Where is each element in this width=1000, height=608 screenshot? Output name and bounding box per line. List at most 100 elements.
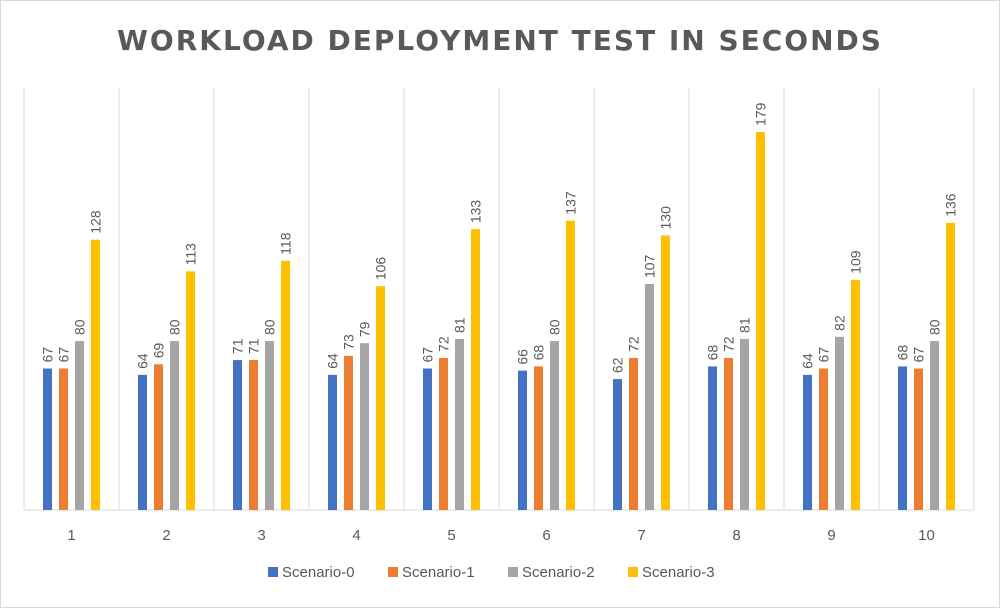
bar-scenario-2-5: [455, 338, 464, 510]
legend-label-scenario-2: Scenario-2: [522, 564, 595, 581]
data-label: 64: [325, 353, 341, 369]
bar-scenario-1-9: [819, 368, 828, 510]
bar-scenario-1-5: [439, 357, 448, 510]
bar-scenario-0-10: [898, 366, 907, 510]
data-label: 66: [515, 349, 531, 365]
bar-scenario-0-6: [518, 370, 527, 510]
x-tick-label: 10: [918, 527, 935, 544]
bar-scenario-1-7: [629, 357, 638, 510]
bar-scenario-2-4: [360, 343, 369, 510]
data-label: 72: [721, 336, 737, 352]
bar-scenario-1-3: [249, 360, 258, 510]
data-label: 72: [626, 336, 642, 352]
x-tick-label: 3: [257, 527, 265, 544]
data-label: 107: [642, 254, 658, 278]
legend-label-scenario-0: Scenario-0: [282, 564, 355, 581]
bar-scenario-3-5: [471, 229, 480, 511]
legend-label-scenario-3: Scenario-3: [642, 564, 715, 581]
bar-scenario-0-5: [423, 368, 432, 510]
legend-swatch-scenario-1: [388, 567, 398, 577]
data-label: 106: [373, 257, 389, 281]
bar-scenario-3-2: [186, 271, 195, 510]
bar-scenario-0-3: [233, 360, 242, 510]
data-label: 71: [246, 338, 262, 354]
bar-scenario-0-9: [803, 374, 812, 510]
x-tick-label: 7: [637, 527, 645, 544]
bar-scenario-0-7: [613, 379, 622, 510]
bar-scenario-2-6: [550, 341, 559, 510]
bar-scenario-1-8: [724, 357, 733, 510]
bar-scenario-3-9: [851, 279, 860, 510]
data-label: 130: [658, 206, 674, 230]
data-label: 79: [357, 321, 373, 337]
data-label: 128: [88, 210, 104, 234]
bar-scenario-3-4: [376, 286, 385, 510]
legend-swatch-scenario-2: [508, 567, 518, 577]
data-label: 80: [72, 319, 88, 335]
bar-scenario-2-8: [740, 338, 749, 510]
bar-scenario-0-4: [328, 374, 337, 510]
data-label: 67: [911, 347, 927, 363]
x-tick-label: 1: [67, 527, 75, 544]
data-label: 71: [230, 338, 246, 354]
data-label: 64: [800, 353, 816, 369]
data-label: 118: [278, 232, 294, 255]
data-label: 133: [468, 200, 484, 224]
bar-scenario-2-3: [265, 341, 274, 510]
data-label: 80: [262, 319, 278, 335]
x-tick-label: 9: [827, 527, 835, 544]
data-label: 68: [531, 345, 547, 361]
bar-scenario-1-6: [534, 366, 543, 510]
data-label: 73: [341, 334, 357, 350]
bar-scenario-3-1: [91, 239, 100, 511]
data-label: 67: [420, 347, 436, 363]
bar-scenario-3-10: [946, 222, 955, 510]
bar-scenario-0-2: [138, 374, 147, 510]
bar-scenario-1-1: [59, 368, 68, 510]
bar-scenario-2-1: [75, 341, 84, 510]
x-tick-label: 4: [352, 527, 360, 544]
data-label: 81: [452, 317, 468, 333]
bar-scenario-2-2: [170, 341, 179, 510]
legend-label-scenario-1: Scenario-1: [402, 564, 475, 581]
data-label: 136: [943, 193, 959, 217]
data-label: 62: [610, 357, 626, 373]
data-label: 69: [151, 343, 167, 359]
data-label: 81: [737, 317, 753, 333]
bar-scenario-2-7: [645, 284, 654, 510]
data-label: 67: [816, 347, 832, 363]
legend-swatch-scenario-3: [628, 567, 638, 577]
bar-scenario-1-4: [344, 355, 353, 510]
bar-scenario-2-10: [930, 341, 939, 510]
data-label: 72: [436, 336, 452, 352]
bar-scenario-3-3: [281, 260, 290, 510]
x-tick-label: 8: [732, 527, 740, 544]
data-label: 113: [183, 243, 199, 266]
data-label: 67: [56, 347, 72, 363]
x-tick-labels: 1 2 3 4 5 6 7 8 9 10: [67, 527, 935, 544]
data-label: 109: [848, 250, 864, 274]
legend-swatch-scenario-0: [268, 567, 278, 577]
chart-title: WORKLOAD DEPLOYMENT TEST IN SECONDS: [117, 24, 883, 57]
data-label: 64: [135, 353, 151, 369]
bar-scenario-3-8: [756, 132, 765, 510]
data-label: 68: [895, 345, 911, 361]
bar-scenario-1-2: [154, 364, 163, 510]
x-tick-label: 5: [447, 527, 455, 544]
data-label: 68: [705, 345, 721, 361]
data-label: 80: [167, 319, 183, 335]
gridlines: [23, 88, 975, 511]
data-label: 67: [40, 347, 56, 363]
bar-scenario-2-9: [835, 336, 844, 510]
data-label: 80: [927, 319, 943, 335]
bar-scenario-1-10: [914, 368, 923, 510]
x-tick-label: 6: [542, 527, 550, 544]
bar-scenario-3-7: [661, 235, 670, 510]
bars: [43, 132, 955, 511]
bar-scenario-0-1: [43, 368, 52, 510]
legend: Scenario-0 Scenario-1 Scenario-2 Scenario-3: [268, 564, 715, 581]
data-label: 179: [753, 102, 769, 126]
